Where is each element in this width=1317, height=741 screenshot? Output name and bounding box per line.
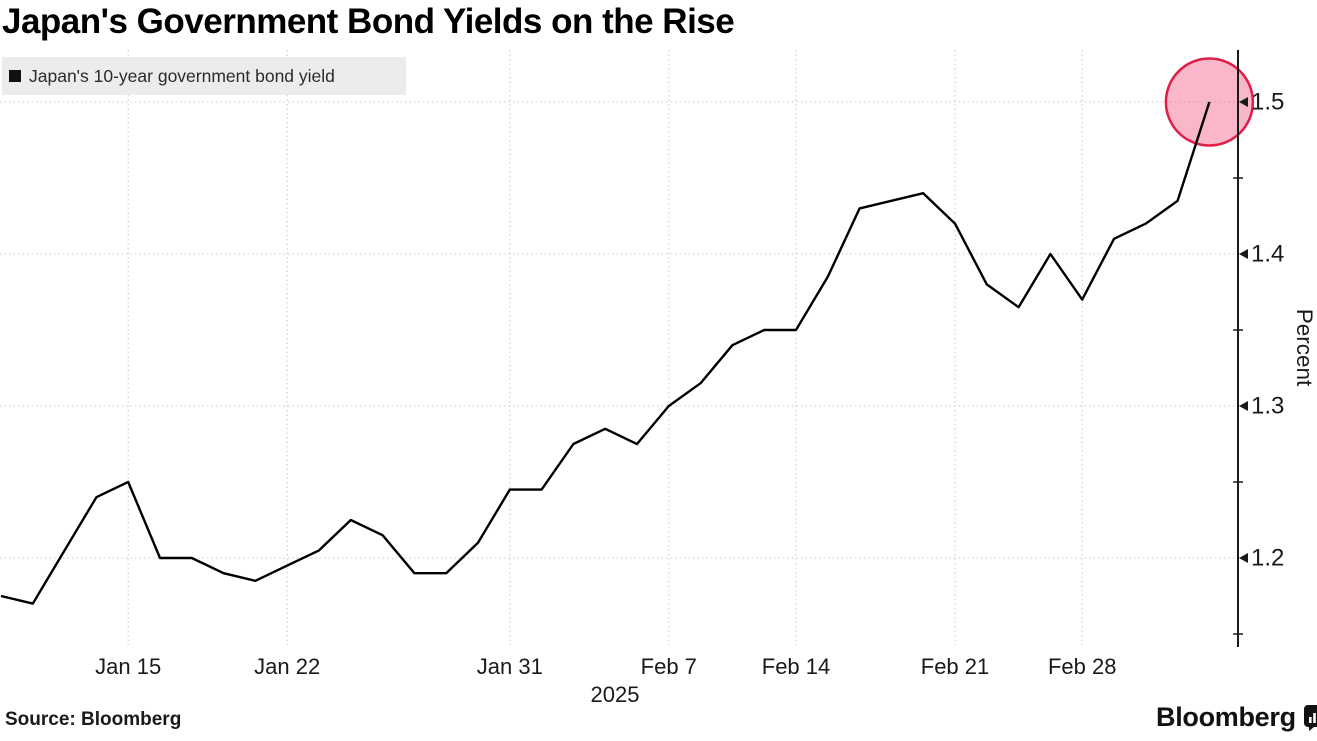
y-axis-title: Percent (1292, 309, 1317, 387)
source-note: Source: Bloomberg (5, 709, 182, 730)
year-label: 2025 (591, 682, 640, 707)
y-tick-arrow (1239, 553, 1248, 563)
y-tick-arrow (1239, 97, 1248, 107)
x-tick-label: Feb 21 (921, 654, 990, 679)
bloomberg-wordmark: Bloomberg (1156, 702, 1296, 732)
legend: Japan's 10-year government bond yield (2, 57, 406, 95)
y-tick-arrow (1239, 401, 1248, 411)
x-tick-label: Feb 28 (1048, 654, 1117, 679)
chart-title: Japan's Government Bond Yields on the Ri… (2, 2, 735, 41)
bloomberg-chart-bubble-icon (1303, 704, 1317, 731)
yield-line (0, 101, 1211, 605)
x-tick-label: Jan 22 (254, 654, 320, 679)
y-tick-label: 1.2 (1251, 545, 1284, 572)
y-tick-label: 1.5 (1251, 89, 1284, 116)
legend-label: Japan's 10-year government bond yield (29, 65, 335, 86)
y-tick-label: 1.4 (1251, 241, 1284, 268)
x-tick-label: Feb 14 (762, 654, 831, 679)
bloomberg-logo: Bloomberg (1156, 702, 1317, 733)
legend-swatch-icon (9, 70, 21, 82)
x-tick-label: Jan 15 (95, 654, 161, 679)
x-tick-label: Feb 7 (641, 654, 697, 679)
y-tick-label: 1.3 (1251, 393, 1284, 420)
x-tick-label: Jan 31 (477, 654, 543, 679)
y-tick-arrow (1239, 249, 1248, 259)
